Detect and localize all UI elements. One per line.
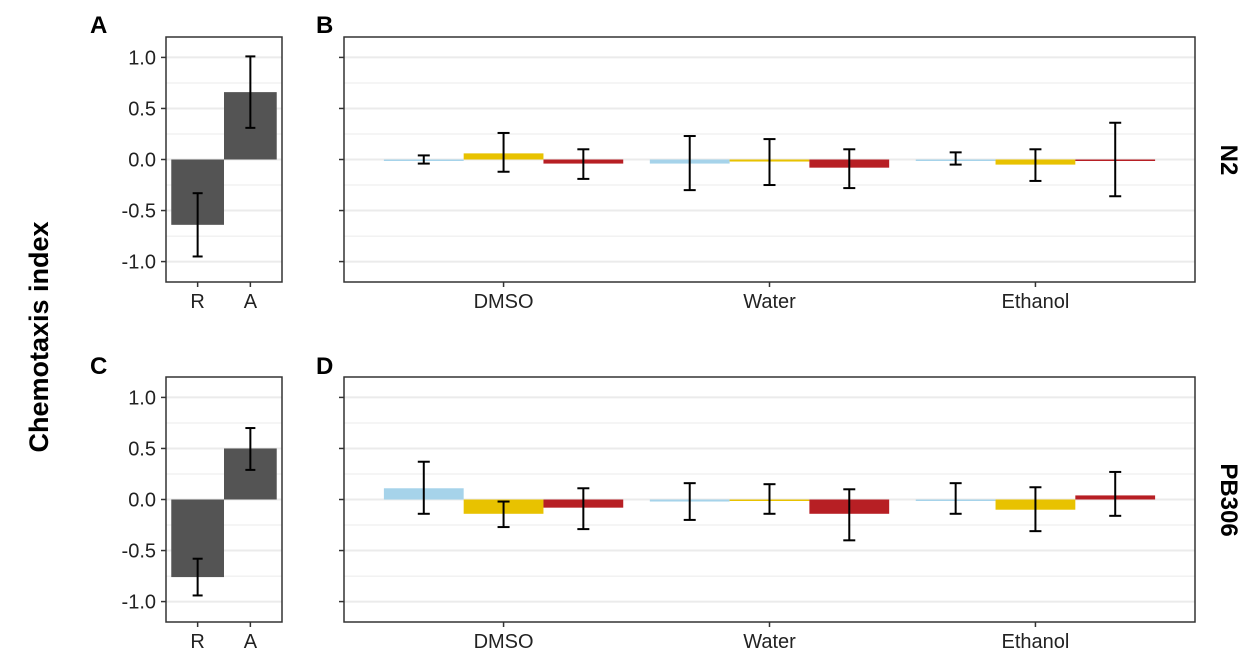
y-tick-label: 0.0	[128, 150, 156, 172]
x-tick-label-dmso: DMSO	[474, 291, 534, 313]
y-tick-label: 0.0	[128, 490, 156, 512]
strip-label: PB306	[1215, 463, 1242, 536]
x-tick-label-ethanol: Ethanol	[1002, 631, 1070, 653]
y-tick-label: -0.5	[122, 201, 156, 223]
x-tick-label-a: A	[244, 631, 258, 653]
panels: -1.0 -0.5 0.0 0.5 1.0 R A A DMSO Water Ethanol B N2 -…	[90, 12, 1242, 653]
panel-c: -1.0 -0.5 0.0 0.5 1.0 R A C	[90, 353, 283, 653]
panel-d: DMSO Water Ethanol D PB306	[316, 353, 1242, 653]
x-tick-label-a: A	[244, 291, 258, 313]
panel-label: B	[316, 12, 333, 39]
panel-label: D	[316, 353, 333, 380]
x-tick-label-dmso: DMSO	[474, 631, 534, 653]
panel-b: DMSO Water Ethanol B N2	[316, 12, 1242, 313]
y-tick-label: 1.0	[128, 387, 156, 409]
panel-a: -1.0 -0.5 0.0 0.5 1.0 R A A	[90, 12, 283, 313]
y-tick-label: -0.5	[122, 541, 156, 563]
x-tick-label-r: R	[190, 291, 204, 313]
panel-label: C	[90, 353, 107, 380]
x-tick-label-water: Water	[743, 291, 796, 313]
y-tick-label: 0.5	[128, 438, 156, 460]
panel-label: A	[90, 12, 107, 39]
x-tick-label-r: R	[190, 631, 204, 653]
strip-label: N2	[1215, 145, 1242, 176]
y-tick-label: -1.0	[122, 252, 156, 274]
y-tick-label: 1.0	[128, 47, 156, 69]
y-axis-title: Chemotaxis index	[24, 221, 54, 452]
x-tick-label-water: Water	[743, 631, 796, 653]
y-tick-label: 0.5	[128, 98, 156, 120]
y-tick-label: -1.0	[122, 592, 156, 614]
x-tick-label-ethanol: Ethanol	[1002, 291, 1070, 313]
